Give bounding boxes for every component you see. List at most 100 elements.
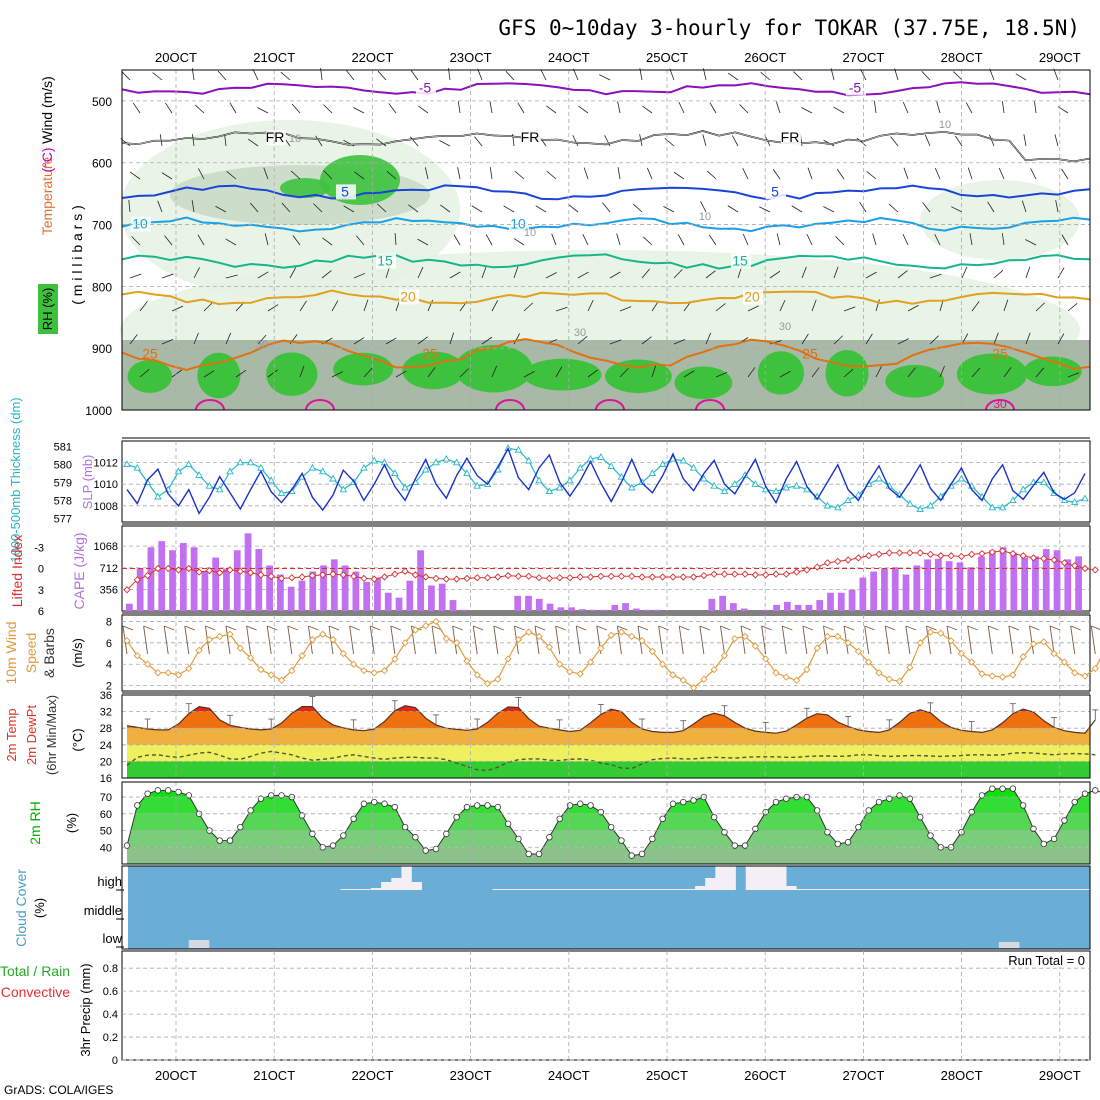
thickness-point	[679, 456, 688, 464]
wind-barb	[363, 367, 373, 378]
cape-bar	[654, 609, 662, 611]
wind-barb	[161, 338, 174, 345]
cape-bar	[622, 603, 629, 611]
cape-bar	[924, 559, 931, 611]
wind-speed-point	[288, 667, 296, 675]
cloud-high-bar	[553, 889, 564, 890]
date-label-bottom: 28OCT	[941, 1068, 983, 1083]
wind-barb	[872, 233, 877, 246]
temp-contour-30	[305, 399, 335, 411]
cape-bar	[967, 567, 975, 611]
thickness-point	[957, 474, 966, 482]
cape-bar	[816, 600, 824, 611]
wind-speed-point	[937, 629, 945, 637]
wind-barb	[165, 102, 173, 114]
temp-contour-30	[695, 399, 725, 411]
wind-barb	[249, 202, 259, 213]
wind-speed-point	[1071, 669, 1079, 677]
date-label-bottom: 22OCT	[351, 1068, 393, 1083]
cape-bar	[902, 574, 910, 611]
dewpoint-axis-label: 2m DewPt	[24, 705, 39, 765]
lifted-index-point	[473, 574, 481, 582]
wind-speed-point	[339, 649, 347, 658]
wind-barb	[658, 625, 664, 655]
rh2m-unit-label: (%)	[64, 813, 79, 833]
wind-barb	[951, 206, 963, 213]
contour-label: FR	[781, 129, 800, 145]
temp-tick: 32	[100, 707, 112, 719]
wind-barb	[1008, 625, 1014, 655]
cloud-high-bar	[391, 878, 402, 890]
lifted-index-point	[123, 586, 131, 594]
cloud-high-bar	[543, 889, 554, 890]
cloud-low-bar	[998, 942, 1010, 948]
wind-barb	[192, 134, 195, 147]
wind-barb	[609, 271, 621, 279]
wind-barb	[1015, 73, 1027, 81]
lifted-index-point	[957, 552, 966, 561]
lifted-index-point	[586, 573, 595, 581]
temp-contour-25	[121, 338, 1091, 372]
lifted-index-point	[638, 573, 646, 581]
wind-barb	[290, 170, 301, 180]
wind-barb	[427, 367, 436, 378]
wind-barb-flag	[473, 625, 484, 631]
rh-point	[381, 800, 388, 807]
wind-barb	[193, 267, 200, 279]
lifted-index-point	[298, 573, 306, 581]
wind-speed-point	[1009, 671, 1017, 679]
lifted-index-tick: 3	[38, 585, 44, 597]
wind-barb	[761, 625, 767, 655]
wind-barb	[602, 202, 611, 213]
wind-barb	[989, 134, 995, 147]
wind-barb	[874, 101, 877, 114]
wind-barb	[971, 367, 981, 378]
wind-barb	[267, 369, 278, 378]
rh-shading-moist	[674, 366, 733, 400]
wind-barb	[993, 269, 1004, 279]
contour-label: 30	[993, 397, 1007, 411]
cloud-high-bar	[695, 886, 706, 890]
wind-barb	[934, 234, 941, 246]
wind-barb	[747, 367, 756, 378]
wind-barb	[1061, 234, 1069, 246]
date-label-bottom: 27OCT	[842, 1068, 884, 1083]
temp-axis-label: 2m Temp	[4, 708, 19, 761]
rh-point	[844, 839, 852, 846]
date-label-bottom: 25OCT	[646, 1068, 688, 1083]
wind-barb-flag	[1091, 625, 1100, 630]
cape-bar	[579, 609, 586, 611]
thickness-point	[226, 467, 234, 475]
contour-label: 25	[992, 345, 1008, 361]
wind-barb	[513, 333, 521, 345]
wind-speed-point	[782, 673, 790, 681]
lifted-index-point	[937, 552, 945, 560]
thickness-point	[916, 505, 924, 513]
rh-point	[535, 850, 543, 858]
cloud-high-bar	[644, 889, 655, 890]
rh-point	[340, 832, 347, 839]
wind-speed-point	[452, 639, 461, 647]
wind-speed-point	[164, 669, 172, 677]
contour-label-bg	[521, 130, 541, 145]
cape-bar	[719, 595, 727, 611]
lifted-index-point	[1071, 562, 1079, 570]
wind-barb	[299, 365, 305, 378]
lifted-index-point	[401, 567, 409, 575]
wind-barb	[769, 270, 781, 279]
wind-unit-label: Wind (m/s)	[39, 76, 55, 144]
cloud-axis-label: Cloud Cover	[13, 869, 29, 947]
rh-point	[278, 792, 285, 799]
wind-barb	[866, 171, 877, 180]
lifted-index-point	[308, 571, 317, 580]
wind-barb	[555, 366, 563, 378]
wind-barb	[369, 625, 375, 655]
wind-tick: 8	[106, 616, 112, 628]
cloud-high-bar	[1049, 889, 1060, 890]
wind-barb	[897, 270, 908, 279]
wind-barb	[740, 625, 746, 655]
wind-speed-point	[906, 663, 914, 672]
cloud-high-bar	[745, 866, 757, 890]
wind-barb	[708, 234, 717, 246]
